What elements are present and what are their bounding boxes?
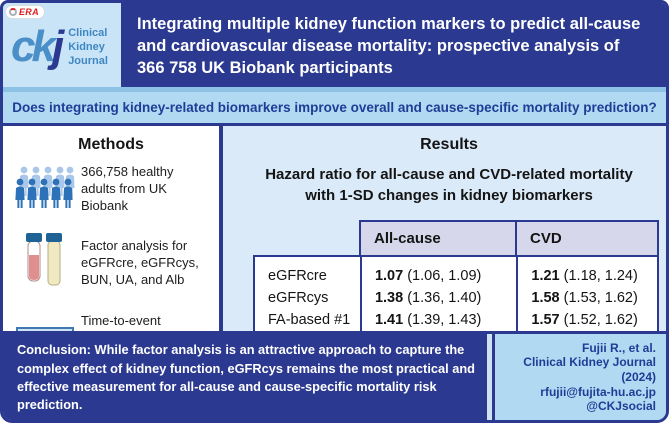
bottom-gap [487,334,492,420]
conclusion-line: effective measurement for all-cause and … [17,378,437,412]
row-label: FA-based #1 [268,312,351,328]
methods-item-text: Factor analysis for eGFRcre, eGFRcys, BU… [81,238,199,288]
confidence-interval: (1.52, 1.62) [563,312,638,328]
confidence-interval: (1.39, 1.43) [407,312,482,328]
question-banner-text: Does integrating kidney-related biomarke… [12,100,657,115]
table-cell: 1.41 (1.39, 1.43) [362,309,516,331]
results-heading: Results [420,136,478,153]
email-line: rfujii@fujita-hu.ac.jp [540,384,656,399]
methods-item-factor-analysis: Factor analysis for eGFRcre, eGFRcys, BU… [13,231,209,297]
main-content: Methods 366,758 healt [3,126,666,385]
era-logo-label: ERA [19,7,39,17]
journal-logo-panel: ERA ckj Clinical Kidney Journal [3,3,121,87]
ckj-logo-glyph: ckj [11,22,64,71]
row-label: eGFRcre [268,268,327,284]
header: ERA ckj Clinical Kidney Journal Integrat… [3,3,666,87]
journal-name-line: Kidney [68,40,105,53]
table-cell: 1.21 (1.18, 1.24) [518,265,657,287]
test-tubes-icon [13,231,77,297]
confidence-interval: (1.18, 1.24) [563,268,638,284]
hazard-ratio: 1.07 [374,268,404,284]
journal-citation-line: Clinical Kidney Journal (2024) [523,355,656,384]
question-banner: Does integrating kidney-related biomarke… [3,92,666,126]
methods-item-text: 366,758 healthy adults from UK Biobank [81,164,174,213]
journal-name-line: Journal [68,55,108,68]
bottom-bar: Conclusion: While factor analysis is an … [3,331,666,420]
results-subtitle-line: Hazard ratio for all-cause and CVD-relat… [265,166,633,183]
methods-item-cohort: 366,758 healthy adults from UK Biobank [13,164,209,215]
era-swirl-icon [9,8,17,16]
confidence-interval: (1.36, 1.40) [407,290,482,306]
table-cell: 1.07 (1.06, 1.09) [362,265,516,287]
table-header-row: All-cause CVD [359,220,659,257]
hazard-ratio: 1.38 [374,290,404,306]
journal-name: Clinical Kidney Journal [68,26,108,69]
table-cell: 1.38 (1.36, 1.40) [362,287,516,309]
title-line: Integrating multiple kidney function mar… [137,15,641,33]
title-line: 366 758 UK Biobank participants [137,58,393,77]
confidence-interval: (1.53, 1.62) [563,290,638,306]
paper-title: Integrating multiple kidney function mar… [121,3,666,87]
conclusion-line: Conclusion: While factor analysis is an … [17,342,465,358]
hazard-ratio: 1.21 [531,268,560,284]
citation-box: Fujii R., et al. Clinical Kidney Journal… [492,334,666,420]
era-logo: ERA [6,6,44,18]
confidence-interval: (1.06, 1.09) [407,268,482,284]
ckj-glyph-ck: ck [11,22,56,71]
methods-heading: Methods [78,136,144,153]
author-line: Fujii R., et al. [581,340,656,355]
conclusion-box: Conclusion: While factor analysis is an … [3,334,487,420]
hazard-ratio: 1.58 [531,290,560,306]
social-handle-line: @CKJsocial [586,399,656,414]
journal-name-line: Clinical [68,26,108,39]
hazard-ratio: 1.41 [374,312,404,328]
table-header-all-cause: All-cause [359,220,517,257]
ckj-logo: ckj Clinical Kidney Journal [11,25,117,69]
table-cell: 1.58 (1.53, 1.62) [518,287,657,309]
results-panel: Results Hazard ratio for all-cause and C… [223,126,666,385]
crowd-icon [13,166,77,212]
row-label: eGFRcys [268,290,329,306]
table-header-cvd: CVD [517,220,659,257]
hazard-ratio: 1.57 [531,312,560,328]
ckj-glyph-j: j [51,22,64,71]
panel-divider [219,126,223,332]
conclusion-line: complex effect of kidney function, eGFRc… [17,360,475,376]
methods-panel: Methods 366,758 healt [3,126,219,378]
table-cell: 1.57 (1.52, 1.62) [518,309,657,331]
results-subtitle: Hazard ratio for all-cause and CVD-relat… [239,164,659,206]
results-subtitle-line: with 1-SD changes in kidney biomarkers [305,187,593,204]
title-line: and cardiovascular disease mortality: pr… [137,36,620,55]
